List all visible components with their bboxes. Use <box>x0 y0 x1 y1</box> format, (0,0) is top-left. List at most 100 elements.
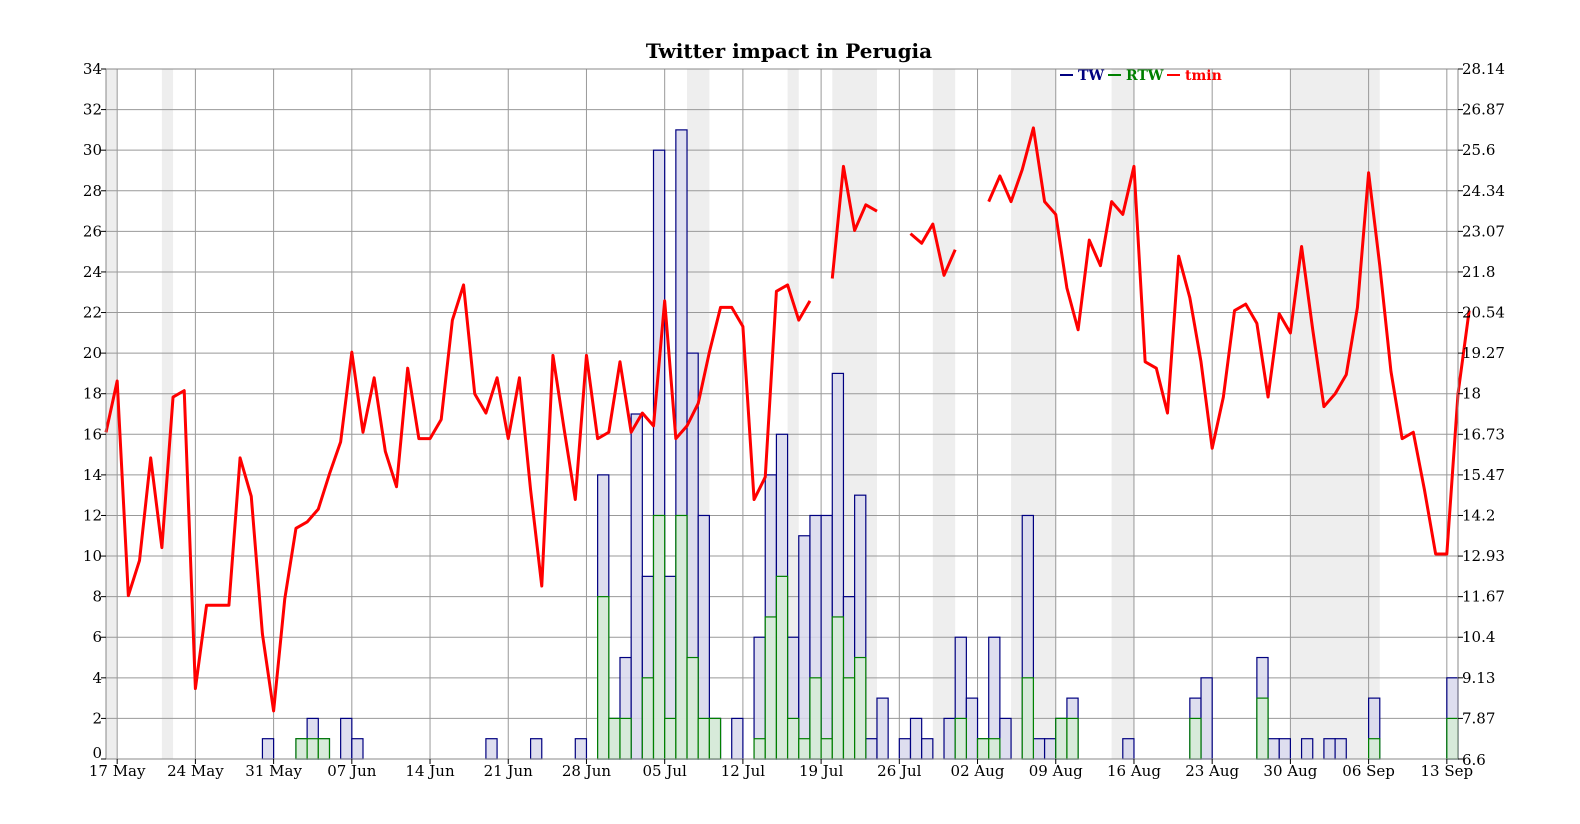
x-tick-label: 02 Aug <box>951 762 1005 780</box>
tmin-line <box>104 283 812 713</box>
y-left-tick-label: 28 <box>83 182 102 200</box>
x-tick-label: 28 Jun <box>562 762 612 780</box>
x-tick-label: 14 Jun <box>405 762 455 780</box>
y-right-tick-label: 19.27 <box>1462 344 1505 362</box>
tw-bar <box>485 738 498 760</box>
y-right-tick-label: 21.8 <box>1462 263 1495 281</box>
x-tick-label: 26 Jul <box>877 762 922 780</box>
y-right-tick-label: 26.87 <box>1462 101 1505 119</box>
tw-bar <box>529 738 543 760</box>
y-left-tick-label: 4 <box>92 669 102 687</box>
legend-label-rtw: RTW <box>1126 68 1164 84</box>
rtw-bar <box>664 717 677 760</box>
y-right-tick-label: 24.34 <box>1462 182 1505 200</box>
rtw-bar <box>820 738 833 760</box>
tw-bar <box>1032 738 1046 760</box>
y-right-tick-label: 28.14 <box>1462 60 1505 78</box>
x-tick-label: 05 Jul <box>643 762 688 780</box>
tw-bar <box>943 717 956 760</box>
tw-bar <box>1200 677 1213 760</box>
y-left-tick-label: 32 <box>83 101 102 119</box>
x-axis: 17 May 24 May 31 May 07 Jun 14 Jun 21 Jun 28 J… <box>89 759 1473 780</box>
shaded-bands <box>106 69 1380 759</box>
shaded-band <box>106 69 118 759</box>
y-left-tick-label: 34 <box>83 60 102 78</box>
tw-bar <box>1278 738 1291 760</box>
tw-bar <box>1267 738 1280 760</box>
rtw-bar <box>988 738 1001 760</box>
rtw-bar <box>831 616 845 760</box>
rtw-bar <box>608 717 621 760</box>
plot-frame <box>105 68 1459 760</box>
tw-bar <box>909 717 923 760</box>
rtw-bar <box>809 677 822 760</box>
y-right-tick-label: 20.54 <box>1462 304 1505 322</box>
rtw-bar <box>1066 717 1079 760</box>
tw-bar <box>820 514 833 760</box>
x-tick-label: 16 Aug <box>1107 762 1161 780</box>
y-left-tick-label: 6 <box>92 628 102 646</box>
x-tick-label: 30 Aug <box>1263 762 1317 780</box>
rtw-bar <box>1368 738 1381 760</box>
tw-bar <box>999 717 1012 760</box>
tw-bar <box>965 697 979 760</box>
rtw-bar <box>954 717 967 760</box>
y-left-tick-label: 0 <box>92 744 102 762</box>
y-left-tick-label: 8 <box>92 588 102 606</box>
x-tick-label: 23 Aug <box>1185 762 1239 780</box>
rtw-bar <box>619 717 632 760</box>
y-right-tick-label: 6.6 <box>1462 751 1486 769</box>
y-right-tick-label: 11.67 <box>1462 588 1505 606</box>
rtw-bar <box>641 677 655 760</box>
rtw-bar <box>798 738 811 760</box>
tw-bar <box>1043 738 1057 760</box>
legend-label-tmin: tmin <box>1185 68 1222 84</box>
shaded-band <box>787 69 799 759</box>
x-tick-label: 12 Jul <box>721 762 766 780</box>
x-tick-label: 09 Aug <box>1029 762 1083 780</box>
rtw-bar <box>697 717 710 760</box>
y-right-tick-label: 7.87 <box>1462 709 1495 727</box>
y-left-tick-label: 16 <box>83 425 102 443</box>
rtw-bar <box>652 514 666 760</box>
rtw-bar <box>775 575 789 760</box>
y-left-tick-label: 20 <box>83 344 102 362</box>
y-right-tick-label: 23.07 <box>1462 222 1505 240</box>
y-left-tick-label: 10 <box>83 547 102 565</box>
rtw-bar <box>686 656 699 760</box>
rtw-bar <box>854 656 867 760</box>
tmin-line <box>830 164 878 279</box>
x-tick-label: 06 Sep <box>1342 762 1395 780</box>
tw-bar <box>1300 738 1314 760</box>
rtw-bar <box>1446 717 1459 760</box>
legend: TW RTW tmin <box>1060 68 1222 84</box>
rtw-bar <box>597 596 610 760</box>
tw-bar <box>1334 738 1347 760</box>
rtw-bar <box>764 616 778 760</box>
chart-title: Twitter impact in Perugia <box>646 39 932 63</box>
y-left-tick-label: 2 <box>92 709 102 727</box>
y-right-tick-label: 25.6 <box>1462 141 1495 159</box>
tw-bar <box>1122 738 1135 760</box>
tw-bar <box>1323 738 1336 760</box>
rtw-bar <box>317 738 331 760</box>
y-right-tick-label: 16.73 <box>1462 425 1505 443</box>
tw-bar <box>630 413 643 760</box>
y-right-tick-label: 10.4 <box>1462 628 1495 646</box>
y-right-tick-label: 12.93 <box>1462 547 1505 565</box>
x-tick-label: 19 Jul <box>799 762 844 780</box>
rtw-bar <box>1021 677 1035 760</box>
tw-bar <box>798 535 811 760</box>
y-right-tick-label: 14.2 <box>1462 506 1495 524</box>
x-tick-label: 13 Sep <box>1421 762 1474 780</box>
tw-bar <box>731 717 744 760</box>
y-left-tick-label: 26 <box>83 222 102 240</box>
y-left-tick-label: 12 <box>83 506 102 524</box>
rtw-bar <box>295 738 308 760</box>
x-tick-label: 24 May <box>167 762 224 780</box>
shaded-band <box>161 69 174 759</box>
x-tick-label: 21 Jun <box>484 762 534 780</box>
tw-bar <box>865 738 878 760</box>
